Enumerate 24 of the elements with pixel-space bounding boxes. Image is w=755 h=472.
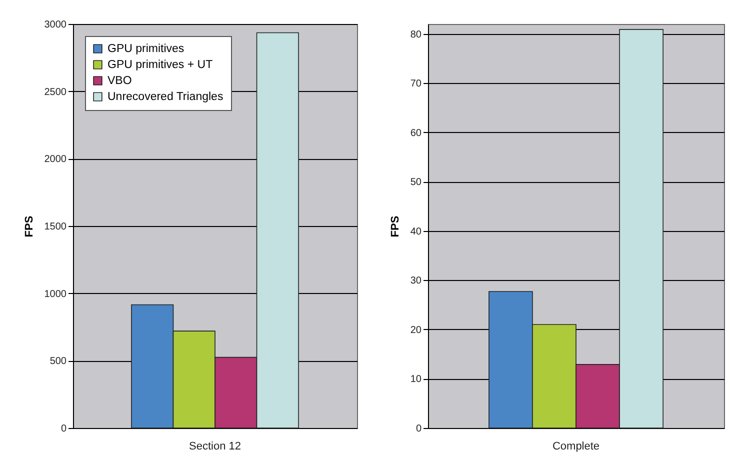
y-tick-label: 10 (410, 374, 422, 386)
y-tick-label: 0 (60, 424, 67, 434)
y-tick-label: 3000 (44, 20, 67, 30)
legend-label: GPU primitives (108, 42, 184, 55)
y-tick-label: 2000 (44, 154, 67, 166)
legend-label: GPU primitives + UT (108, 58, 213, 71)
y-tick-label: 30 (410, 276, 422, 287)
y-tick-label: 0 (416, 424, 422, 434)
y-tick-label: 2500 (44, 86, 67, 98)
y-tick-label: 1500 (44, 222, 67, 232)
y-tick-label: 50 (410, 177, 422, 188)
y-tick-label: 80 (410, 29, 422, 40)
x-tick-label: Complete (552, 440, 600, 452)
y-tick-label: 1000 (44, 288, 67, 300)
y-tick-label: 20 (410, 324, 422, 336)
y-axis-title: FPS (23, 216, 36, 238)
legend-label: VBO (108, 74, 132, 87)
legend-label: Unrecovered Triangles (108, 90, 224, 103)
y-tick-label: 500 (50, 356, 67, 368)
y-tick-label: 70 (410, 78, 422, 90)
y-tick-label: 40 (410, 226, 422, 238)
x-tick-label: Section 12 (189, 440, 241, 452)
y-tick-label: 60 (410, 128, 422, 139)
y-axis-title: FPS (389, 216, 402, 238)
